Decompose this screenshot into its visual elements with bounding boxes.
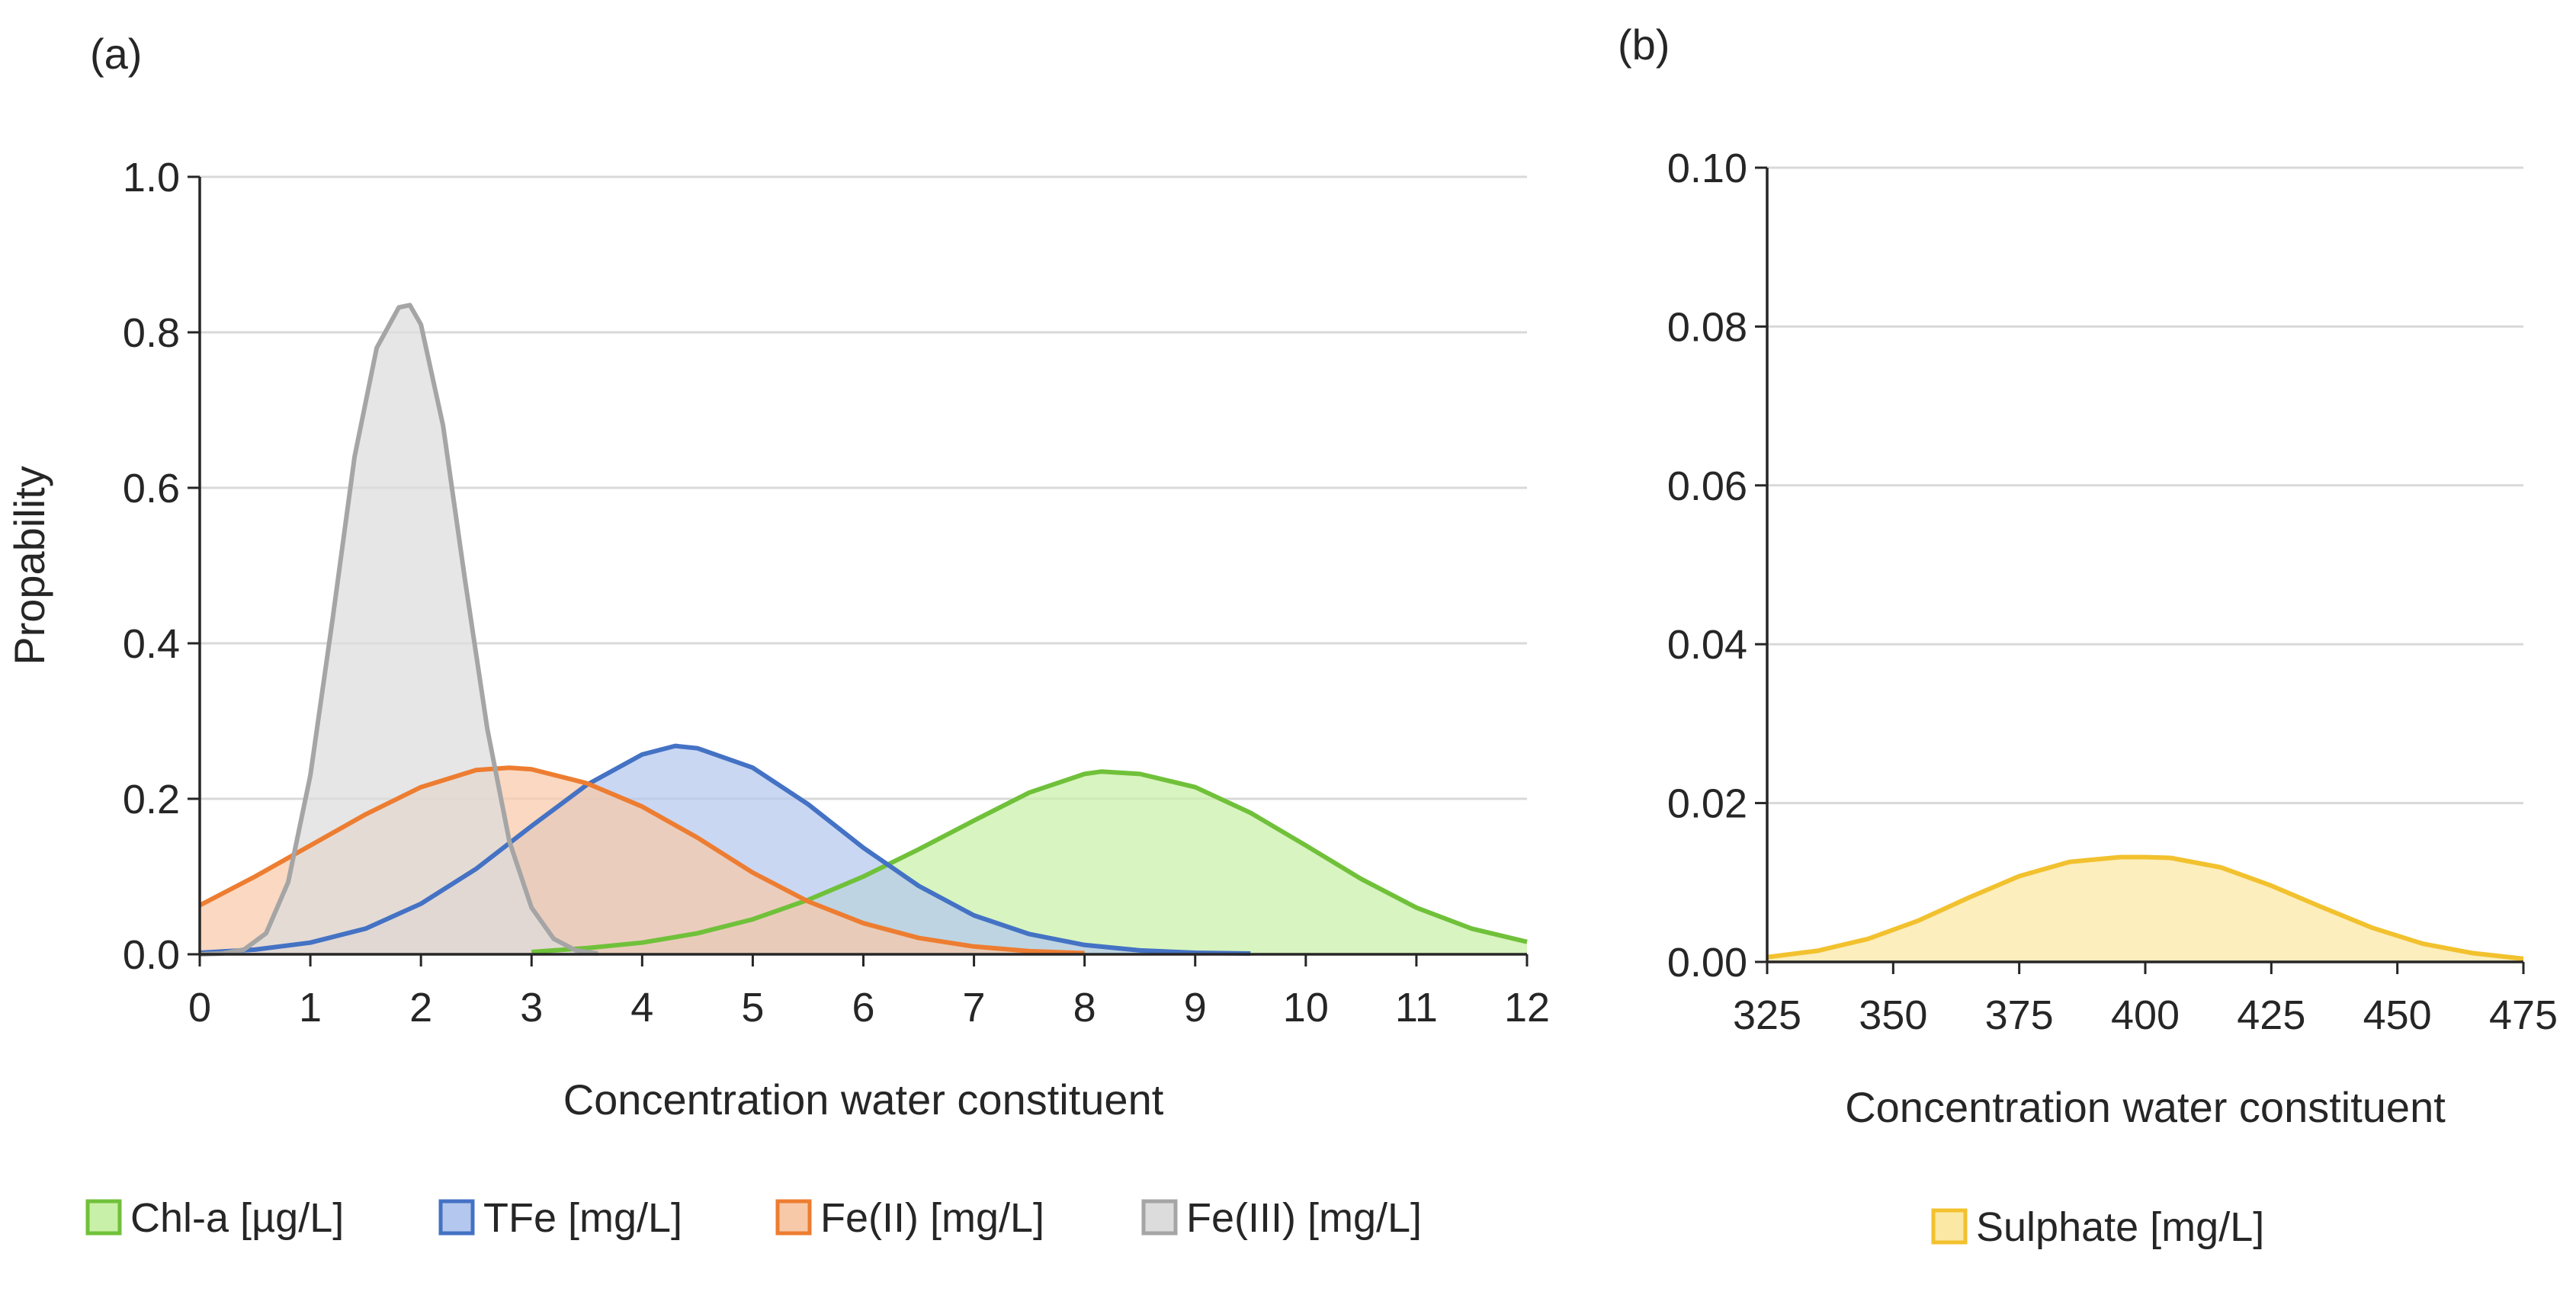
panel-b-label: (b) (1618, 21, 1670, 69)
panel-a-x-tick-label: 7 (963, 985, 986, 1031)
panel-b-y-tick-label: 0.02 (1667, 781, 1747, 827)
panel-a-series-3-line (199, 303, 598, 957)
panel-a-x-tick-label: 6 (852, 985, 874, 1031)
panel-b-y-tick-label: 0.04 (1667, 622, 1747, 668)
panel-a-legend-label-2: Fe(II) [mg/L] (820, 1195, 1044, 1241)
panel-a-series-0-line (531, 769, 1528, 954)
panel-a-y-tick-label: 1.0 (123, 155, 180, 200)
panel-a-label: (a) (90, 30, 142, 78)
panel-b-x-tick-label: 375 (1985, 992, 2054, 1038)
panel-b-x-tick-label: 400 (2111, 992, 2180, 1038)
panel-a-series-2-line (198, 765, 1085, 956)
panel-b-x-tick-label: 325 (1733, 992, 1801, 1038)
panel-b-y-tick-label: 0.00 (1667, 940, 1747, 986)
panel-a-y-tick-label: 0.8 (123, 310, 180, 356)
panel-b-x-tick-label: 350 (1859, 992, 1927, 1038)
panel-b-series-0-line (1766, 854, 2524, 961)
panel-a-x-tick-label: 8 (1073, 985, 1096, 1031)
panel-a-y-tick-label: 0.0 (123, 932, 180, 978)
panel-a-x-tick-label: 12 (1504, 985, 1550, 1031)
panel-a-x-tick-label: 9 (1184, 985, 1207, 1031)
panel-a-x-tick-label: 1 (299, 985, 322, 1031)
panel-a-x-tick-label: 0 (188, 985, 211, 1031)
panel-a-x-tick-label: 3 (520, 985, 543, 1031)
panel-b-legend-label-0: Sulphate [mg/L] (1976, 1204, 2264, 1250)
panel-a-y-tick-label: 0.4 (123, 621, 180, 667)
panel-b-x-axis-title: Concentration water constituent (1845, 1083, 2446, 1131)
panel-a-legend-label-3: Fe(III) [mg/L] (1186, 1195, 1422, 1241)
panel-b-x-tick-label: 475 (2489, 992, 2558, 1038)
panel-b-x-tick-label: 425 (2237, 992, 2305, 1038)
panel-a-legend-swatch-2 (775, 1199, 812, 1236)
panel-a-chart: (a)0.00.20.40.60.81.00 1 2 3 4 5 6 7 8 9 10 11 12Con… (5, 30, 1550, 1241)
panel-b-series-0-area (1767, 857, 2523, 962)
panel-a-x-tick-label: 10 (1283, 985, 1329, 1031)
panel-a-series-1-line (199, 743, 1251, 956)
panel-a-x-axis-title: Concentration water constituent (563, 1075, 1164, 1124)
panel-a-legend-label-0: Chl-a [µg/L] (130, 1195, 344, 1241)
panel-a-legend-swatch-1 (438, 1199, 475, 1236)
panel-a-legend-label-1: TFe [mg/L] (483, 1195, 682, 1241)
panel-a-series-0-area (531, 771, 1527, 954)
panel-a-x-tick-label: 11 (1395, 985, 1438, 1031)
panel-b-x-tick-label: 450 (2363, 992, 2432, 1038)
panel-a-legend-swatch-0 (85, 1199, 122, 1236)
panel-b-chart: (b) 0.00 0.02 0.04 0.06 0.08 0.10 325 350 375 400 4… (1618, 21, 2558, 1250)
panel-a-y-axis-title: Propability (5, 466, 53, 665)
panel-a-x-tick-label: 4 (630, 985, 653, 1031)
panel-a-y-tick-label: 0.2 (123, 777, 180, 822)
panel-b-y-tick-label: 0.06 (1667, 463, 1747, 509)
panel-b-y-tick-label: 0.10 (1667, 146, 1747, 191)
panel-b-y-tick-label: 0.08 (1667, 304, 1747, 350)
panel-b-legend-swatch-0 (1931, 1208, 1968, 1245)
panel-a-x-tick-label: 2 (409, 985, 432, 1031)
panel-a-x-tick-label: 5 (741, 985, 764, 1031)
panel-a-y-tick-label: 0.6 (123, 466, 180, 511)
panel-a-legend-swatch-3 (1141, 1199, 1178, 1236)
